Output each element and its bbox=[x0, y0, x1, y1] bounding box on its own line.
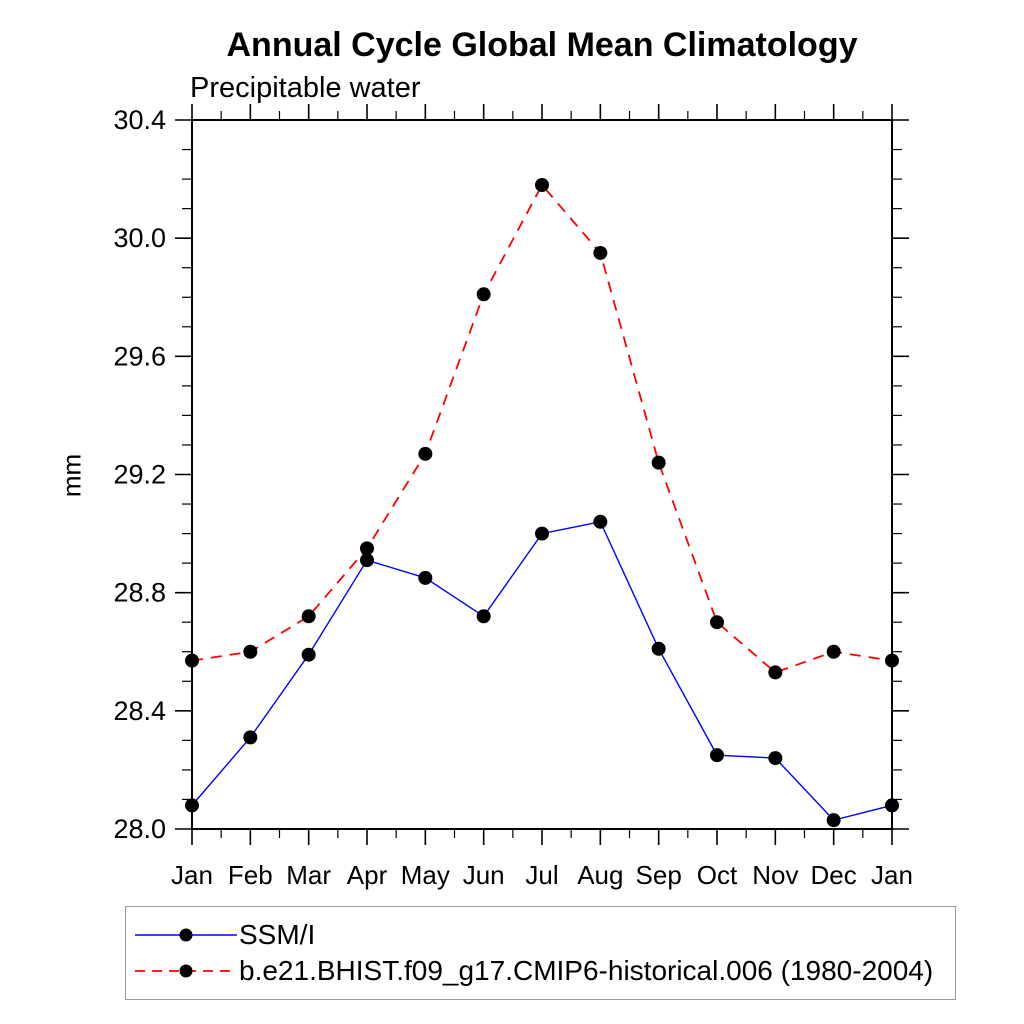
data-point-ssmi-feb-1 bbox=[243, 730, 258, 745]
y-axis-label: 28.4 bbox=[113, 696, 166, 726]
data-point-ssmi-apr-3 bbox=[360, 553, 374, 568]
data-point-model-nov-10 bbox=[768, 665, 783, 680]
x-axis-label: Jan bbox=[871, 860, 913, 890]
data-point-ssmi-aug-7 bbox=[593, 514, 608, 529]
x-axis-label: Mar bbox=[286, 860, 331, 890]
data-point-ssmi-sep-8 bbox=[651, 641, 666, 656]
data-point-model-sep-8 bbox=[651, 455, 666, 470]
data-point-ssmi-jan-12 bbox=[885, 798, 899, 813]
data-point-ssmi-jan-0 bbox=[185, 798, 199, 813]
data-point-ssmi-nov-10 bbox=[768, 751, 783, 766]
x-axis-label: Jul bbox=[525, 860, 558, 890]
data-point-ssmi-oct-9 bbox=[710, 748, 724, 763]
x-axis-label: Apr bbox=[347, 860, 388, 890]
x-axis-label: Sep bbox=[636, 860, 682, 890]
data-point-model-dec-11 bbox=[826, 644, 841, 659]
x-axis-label: Nov bbox=[752, 860, 798, 890]
data-point-ssmi-jul-6 bbox=[535, 526, 549, 541]
x-axis-label: May bbox=[401, 860, 450, 890]
legend-line-sample-ssmi bbox=[135, 928, 237, 942]
data-point-ssmi-mar-2 bbox=[301, 647, 316, 662]
data-point-model-feb-1 bbox=[243, 644, 258, 659]
x-axis-label: Dec bbox=[811, 860, 857, 890]
y-axis-label: 30.4 bbox=[113, 105, 166, 135]
data-point-ssmi-dec-11 bbox=[826, 813, 841, 828]
data-point-model-jul-6 bbox=[535, 177, 549, 192]
y-axis-label: 29.6 bbox=[113, 341, 166, 371]
x-axis-label: Feb bbox=[228, 860, 273, 890]
legend-label-ssmi: SSM/I bbox=[239, 919, 316, 950]
data-point-ssmi-jun-5 bbox=[476, 609, 491, 624]
data-point-model-mar-2 bbox=[301, 609, 316, 624]
data-point-model-may-4 bbox=[418, 446, 433, 461]
legend-row-ssmi: SSM/I bbox=[126, 917, 315, 953]
series-line-model bbox=[191, 183, 893, 674]
data-point-model-oct-9 bbox=[710, 615, 724, 630]
x-axis-label: Jun bbox=[463, 860, 505, 890]
legend: SSM/I b.e21.BHIST.f09_g17.CMIP6-historic… bbox=[125, 906, 956, 1000]
legend-row-model: b.e21.BHIST.f09_g17.CMIP6-historical.006… bbox=[126, 953, 933, 989]
chart-subtitle: Precipitable water bbox=[190, 72, 421, 104]
data-point-ssmi-may-4 bbox=[418, 570, 433, 585]
data-point-model-apr-3 bbox=[360, 541, 374, 556]
y-axis-label: 28.0 bbox=[113, 814, 166, 844]
series-line-ssmi bbox=[191, 520, 893, 821]
x-axis-label: Oct bbox=[697, 860, 738, 890]
legend-line-sample-model bbox=[135, 964, 237, 978]
data-point-model-aug-7 bbox=[593, 245, 608, 260]
legend-label-model: b.e21.BHIST.f09_g17.CMIP6-historical.006… bbox=[239, 955, 934, 986]
y-axis-label: 29.2 bbox=[113, 460, 166, 490]
x-axis-label: Jan bbox=[171, 860, 213, 890]
data-point-model-jan-0 bbox=[185, 653, 199, 668]
chart-frame bbox=[191, 119, 893, 830]
y-axis-label: 28.8 bbox=[113, 578, 166, 608]
data-point-model-jan-12 bbox=[885, 653, 899, 668]
y-axis-title: mm bbox=[56, 453, 87, 498]
y-axis-label: 30.0 bbox=[113, 223, 166, 253]
chart-title: Annual Cycle Global Mean Climatology bbox=[226, 26, 858, 64]
data-point-model-jun-5 bbox=[476, 287, 491, 302]
x-axis-label: Aug bbox=[577, 860, 623, 890]
